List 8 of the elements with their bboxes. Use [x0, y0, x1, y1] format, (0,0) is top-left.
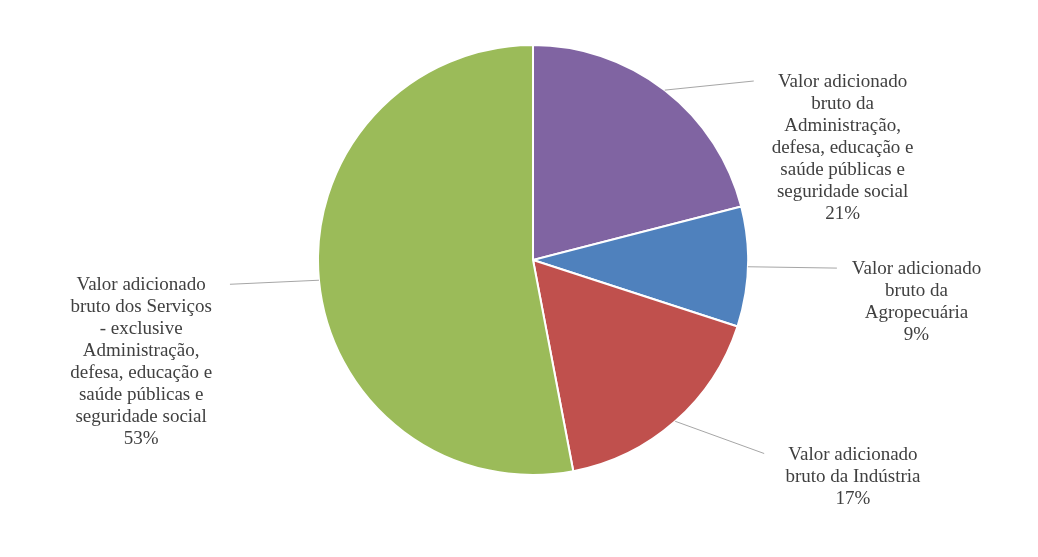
slice-label: Valor adicionado bruto da Agropecuária — [851, 257, 982, 323]
data-label: 17% — [835, 486, 871, 508]
data-label: 9% — [903, 323, 930, 345]
slice-label: Valor adicionado bruto da Administração, defesa, educação e saúde públicas e seguridade social — [771, 70, 914, 201]
data-label: 21% — [825, 202, 861, 223]
data-label: 53% — [123, 427, 159, 449]
slice-label: Valor adicionado bruto da Indústria — [785, 442, 922, 486]
slice-label: Valor adicionado bruto dos Serviços - exclusive Administração, defesa, educação e saúde públicas e seguridade social — [70, 273, 213, 427]
